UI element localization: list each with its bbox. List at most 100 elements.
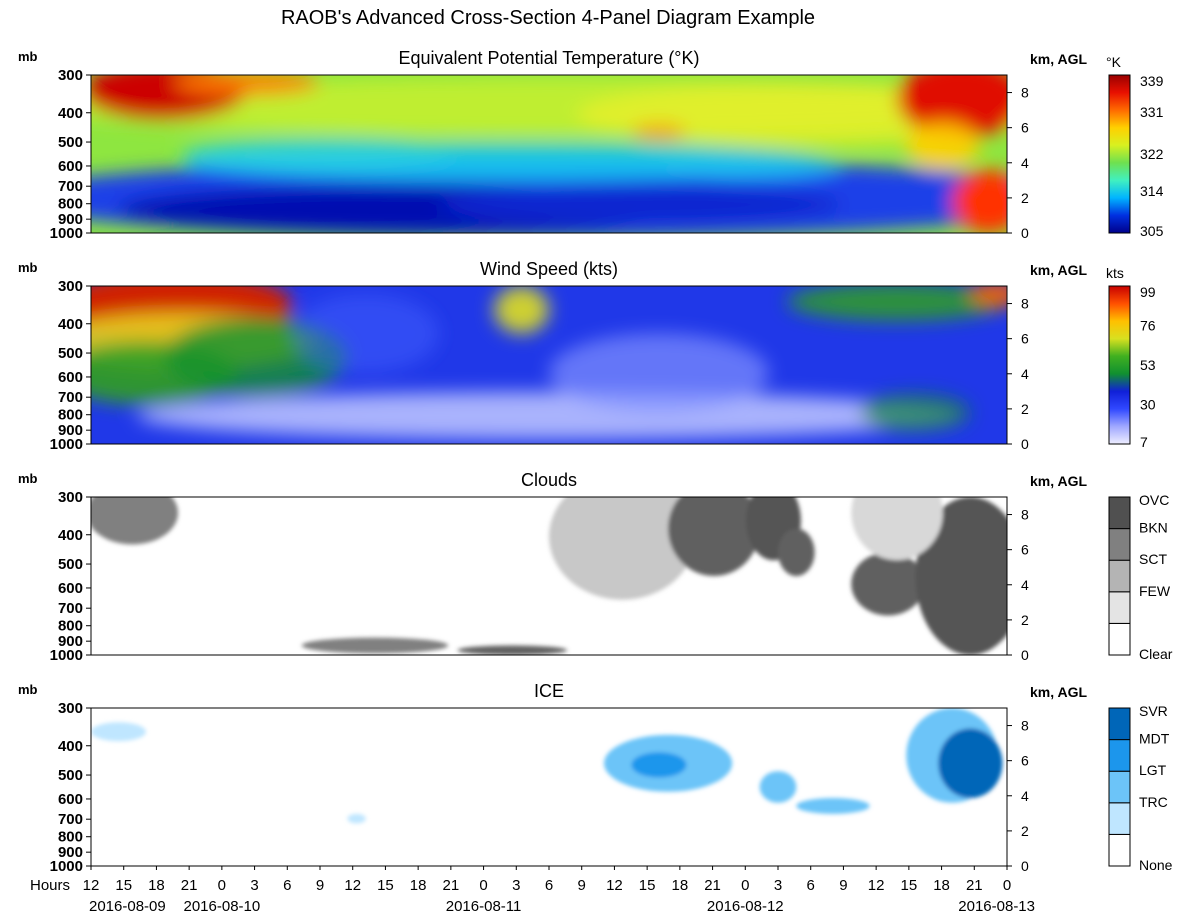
hour-tick-label: 0: [741, 877, 749, 894]
pressure-axis-label: mb: [18, 682, 38, 697]
pressure-tick-label: 1000: [50, 647, 83, 664]
height-tick-label: 6: [1021, 542, 1029, 558]
pressure-tick-label: 300: [58, 278, 83, 295]
wind-colorbar-tick: 99: [1140, 284, 1156, 300]
clouds-legend-label: OVC: [1139, 492, 1169, 508]
theta_e-colorbar-tick: 322: [1140, 146, 1164, 162]
clouds-title: Clouds: [521, 470, 577, 490]
hour-tick-label: 6: [807, 877, 815, 894]
wind-colorbar-tick: 30: [1140, 397, 1156, 413]
theta_e-field: [91, 75, 1007, 233]
hour-tick-label: 21: [704, 877, 721, 894]
wind-colorbar-tick: 53: [1140, 357, 1156, 373]
height-tick-label: 8: [1021, 296, 1029, 312]
height-tick-label: 8: [1021, 85, 1029, 101]
date-label: 2016-08-11: [446, 898, 522, 915]
date-label: 2016-08-09: [89, 898, 166, 915]
pressure-tick-label: 400: [58, 316, 83, 333]
height-tick-label: 2: [1021, 401, 1029, 417]
hour-tick-label: 6: [283, 877, 291, 894]
ice-legend-label: None: [1139, 857, 1173, 873]
clouds-legend-swatch: [1108, 496, 1131, 530]
clouds-legend-swatch: [1108, 622, 1131, 656]
theta_e-colorbar-tick: 314: [1140, 183, 1164, 199]
height-tick-label: 6: [1021, 331, 1029, 347]
ice-field: [91, 708, 1007, 866]
clouds-legend-label: Clear: [1139, 646, 1173, 662]
clouds-plot-frame: [90, 496, 1008, 656]
height-tick-label: 4: [1021, 788, 1029, 804]
pressure-tick-label: 700: [58, 811, 83, 828]
height-axis-label: km, AGL: [1030, 51, 1087, 67]
date-label: 2016-08-12: [707, 898, 784, 915]
wind-colorbar-tick: 7: [1140, 434, 1148, 450]
date-label: 2016-08-13: [958, 898, 1035, 915]
height-tick-label: 4: [1021, 366, 1029, 382]
height-axis-label: km, AGL: [1030, 473, 1087, 489]
hour-tick-label: 21: [181, 877, 198, 894]
hour-tick-label: 12: [83, 877, 100, 894]
wind-colorbar: [1108, 285, 1131, 445]
height-tick-label: 2: [1021, 612, 1029, 628]
theta_e-plot-frame: [90, 74, 1008, 234]
hour-tick-label: 12: [344, 877, 361, 894]
ice-legend-label: TRC: [1139, 794, 1168, 810]
wind-colorbar-unit: kts: [1106, 265, 1124, 281]
height-tick-label: 8: [1021, 507, 1029, 523]
pressure-tick-label: 600: [58, 791, 83, 808]
pressure-tick-label: 600: [58, 369, 83, 386]
height-tick-label: 2: [1021, 823, 1029, 839]
hour-tick-label: 15: [377, 877, 394, 894]
height-tick-label: 0: [1021, 436, 1029, 452]
panel-clouds: Clouds mb km, AGL 300 400 500 600 7008009001000…: [18, 470, 1173, 664]
theta_e-colorbar-tick: 331: [1140, 104, 1164, 120]
height-axis-label: km, AGL: [1030, 684, 1087, 700]
pressure-tick-label: 400: [58, 527, 83, 544]
pressure-tick-label: 800: [58, 196, 83, 213]
wind-field: [91, 286, 1007, 444]
height-tick-label: 4: [1021, 155, 1029, 171]
ice-legend-swatch: [1108, 707, 1131, 741]
hours-axis-label: Hours: [30, 877, 70, 894]
ice-legend-swatch: [1108, 833, 1131, 867]
ice-legend-swatch: [1108, 770, 1131, 804]
clouds-legend-swatch: [1108, 528, 1131, 561]
pressure-tick-label: 300: [58, 67, 83, 84]
height-tick-label: 2: [1021, 190, 1029, 206]
clouds-field: [91, 497, 1007, 655]
clouds-legend-swatch: [1108, 559, 1131, 593]
wind-plot-frame: [90, 285, 1008, 445]
wind-title: Wind Speed (kts): [480, 259, 618, 279]
pressure-tick-label: 1000: [50, 858, 83, 875]
panel-wind: Wind Speed (kts)mb km, AGL300400500600700…: [18, 259, 1156, 453]
pressure-tick-label: 400: [58, 738, 83, 755]
pressure-tick-label: 700: [58, 178, 83, 195]
hour-tick-label: 9: [316, 877, 324, 894]
x-axis-hours: Hours 12 15 18 21 0 3 6 9 12 15 18 21 0 3 6 9 12 15 18 21 0 3 6…: [30, 866, 1035, 915]
theta_e-colorbar-unit: °K: [1106, 54, 1122, 70]
hour-tick-label: 0: [479, 877, 487, 894]
hour-tick-label: 18: [933, 877, 950, 894]
hour-tick-label: 18: [410, 877, 427, 894]
pressure-tick-label: 600: [58, 158, 83, 175]
ice-title: ICE: [534, 681, 564, 701]
pressure-tick-label: 900: [58, 211, 83, 228]
hour-tick-label: 18: [672, 877, 689, 894]
figure-title: RAOB's Advanced Cross-Section 4-Panel Di…: [281, 7, 815, 29]
ice-legend-swatch: [1108, 802, 1131, 835]
pressure-tick-label: 500: [58, 556, 83, 573]
height-tick-label: 4: [1021, 577, 1029, 593]
pressure-tick-label: 1000: [50, 225, 83, 242]
hour-tick-label: 15: [639, 877, 656, 894]
pressure-tick-label: 700: [58, 600, 83, 617]
pressure-tick-label: 700: [58, 389, 83, 406]
hour-tick-label: 21: [966, 877, 983, 894]
pressure-axis-label: mb: [18, 471, 38, 486]
pressure-tick-label: 300: [58, 489, 83, 506]
pressure-tick-label: 500: [58, 345, 83, 362]
ice-legend-swatch: [1108, 739, 1131, 772]
panel-theta_e: Equivalent Potential Temperature (°K) mb k…: [18, 48, 1164, 242]
date-label: 2016-08-10: [183, 898, 260, 915]
